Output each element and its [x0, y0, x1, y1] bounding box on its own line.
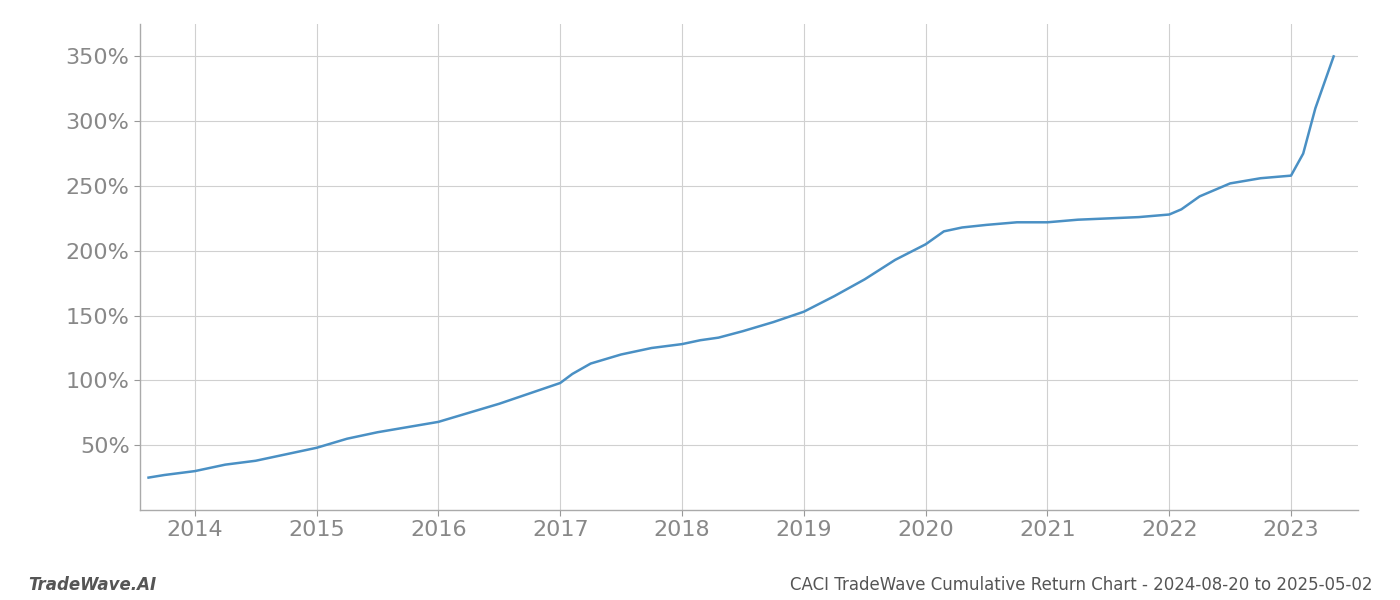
Text: TradeWave.AI: TradeWave.AI — [28, 576, 157, 594]
Text: CACI TradeWave Cumulative Return Chart - 2024-08-20 to 2025-05-02: CACI TradeWave Cumulative Return Chart -… — [790, 576, 1372, 594]
